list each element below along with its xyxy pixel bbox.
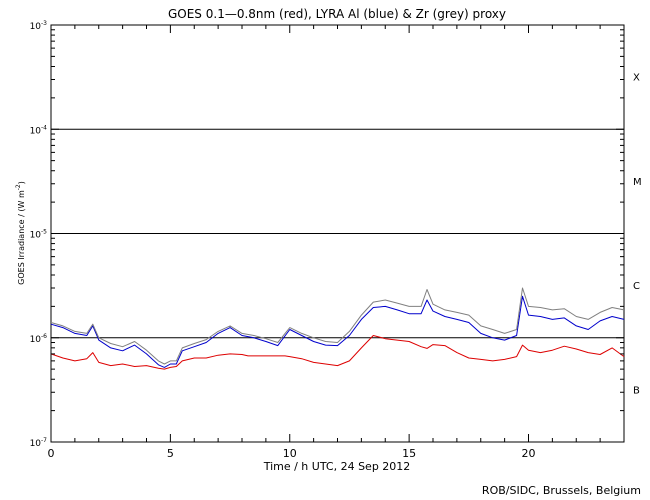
flare-class-label-m: M bbox=[633, 177, 642, 188]
y-axis-ticks: 10-710-610-510-410-3 bbox=[30, 20, 624, 449]
y-axis-label-sup: -2 bbox=[15, 184, 22, 190]
y-tick-label: 10-3 bbox=[30, 20, 48, 32]
x-tick-label: 15 bbox=[402, 447, 416, 460]
y-tick-base: 10 bbox=[30, 126, 42, 136]
x-tick-label: 5 bbox=[167, 447, 174, 460]
y-tick-base: 10 bbox=[30, 335, 42, 345]
y-tick-base: 10 bbox=[30, 22, 42, 32]
y-tick-exp: -4 bbox=[41, 124, 47, 131]
y-tick-label: 10-4 bbox=[30, 124, 48, 136]
chart-title: GOES 0.1—0.8nm (red), LYRA Al (blue) & Z… bbox=[168, 7, 506, 21]
y-tick-label: 10-5 bbox=[30, 229, 48, 241]
x-tick-label: 0 bbox=[48, 447, 55, 460]
y-axis-label: GOES Irradiance / (W m-2) bbox=[15, 181, 26, 285]
flare-class-label-b: B bbox=[633, 385, 640, 396]
series-line-lyra-al-proxy bbox=[50, 295, 625, 368]
series-layer bbox=[50, 287, 625, 370]
y-tick-base: 10 bbox=[30, 439, 42, 449]
flare-class-labels: X M C B bbox=[633, 73, 642, 397]
y-axis-label-main: GOES Irradiance / (W m bbox=[17, 190, 26, 285]
flare-class-label-c: C bbox=[633, 281, 640, 292]
y-tick-exp: -6 bbox=[41, 333, 47, 340]
x-tick-label: 20 bbox=[522, 447, 536, 460]
flare-class-label-x: X bbox=[633, 73, 640, 84]
series-line-lyra-zr-proxy bbox=[50, 287, 625, 365]
credit-label: ROB/SIDC, Brussels, Belgium bbox=[482, 484, 641, 497]
y-tick-base: 10 bbox=[30, 231, 42, 241]
y-tick-label: 10-7 bbox=[30, 437, 48, 449]
y-axis-label-end: ) bbox=[17, 181, 26, 184]
x-axis-label: Time / h UTC, 24 Sep 2012 bbox=[263, 460, 411, 473]
series-line-goes-0-1-0-8nm bbox=[50, 335, 625, 370]
x-tick-label: 10 bbox=[283, 447, 297, 460]
x-axis-ticks: 0 5 10 15 20 bbox=[48, 25, 625, 460]
y-tick-exp: -5 bbox=[41, 229, 47, 236]
flare-threshold-lines bbox=[51, 128, 624, 339]
y-tick-label: 10-6 bbox=[30, 333, 48, 345]
y-tick-exp: -3 bbox=[41, 20, 47, 27]
y-tick-exp: -7 bbox=[41, 437, 47, 444]
